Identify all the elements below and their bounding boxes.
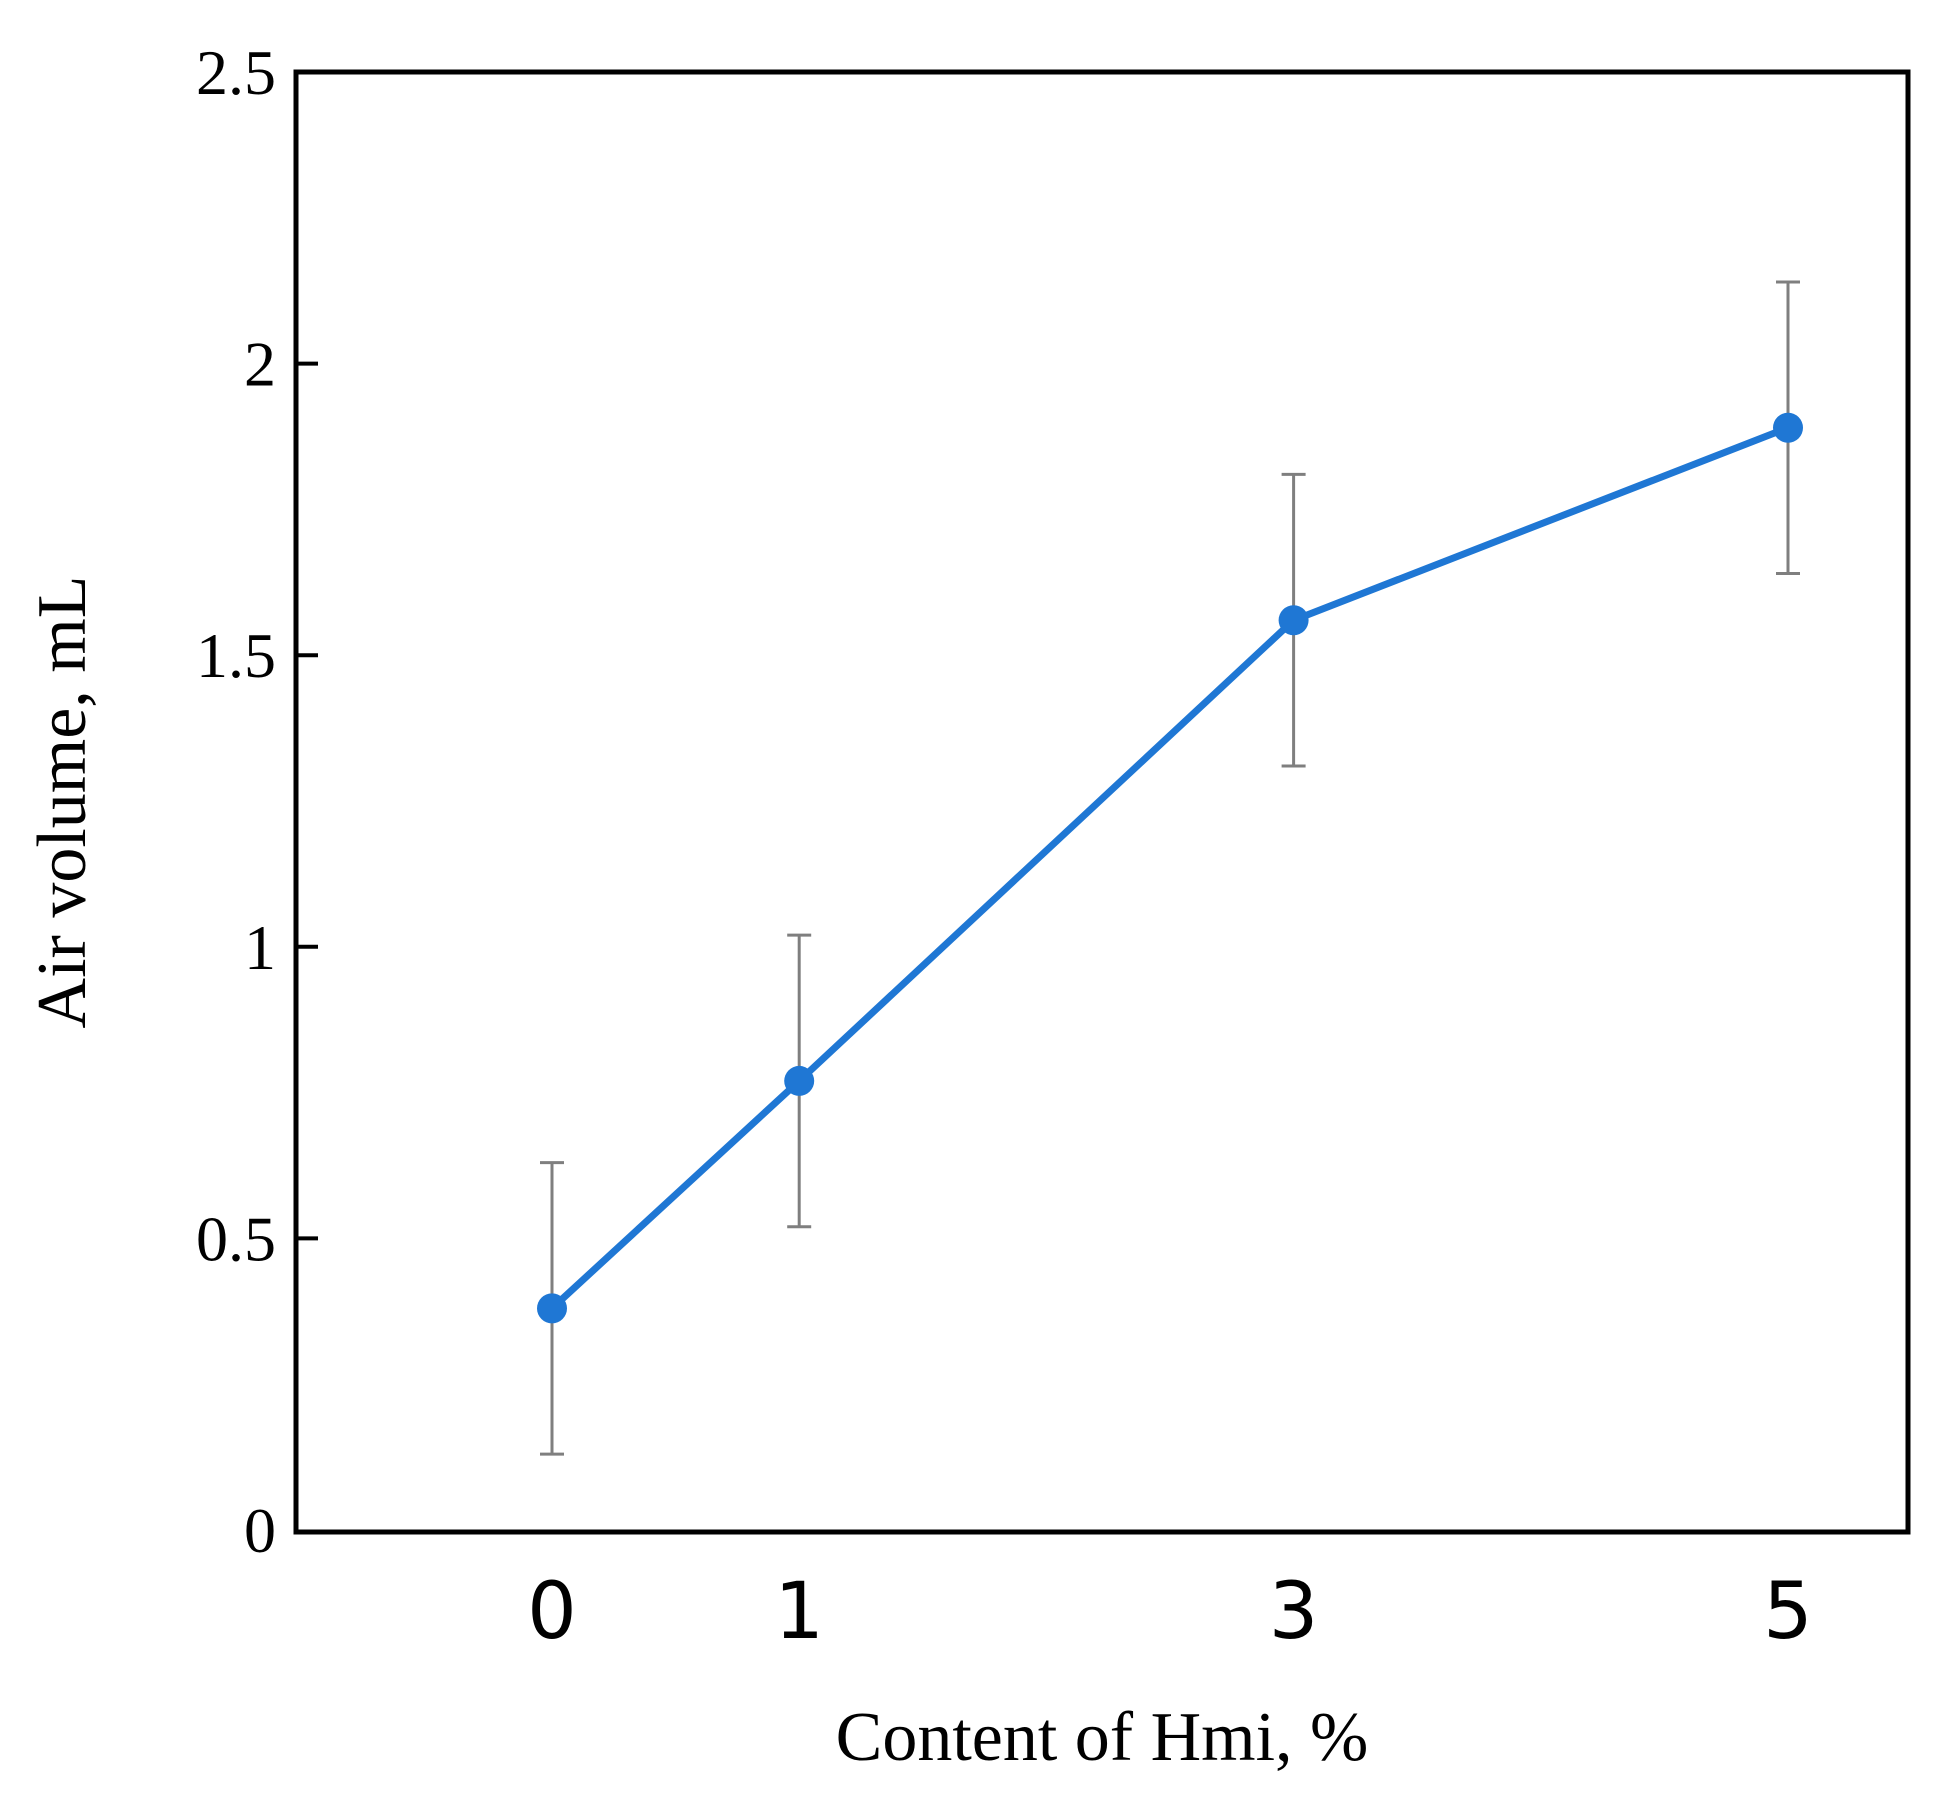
x-tick-label: 1: [774, 1567, 824, 1657]
y-tick-label: 2.5: [196, 37, 276, 108]
plot-frame: [293, 69, 1911, 1535]
data-point: [1773, 412, 1803, 443]
y-tick-label: 2: [244, 329, 276, 400]
x-axis-label: Content of Hmi, %: [836, 1699, 1369, 1776]
y-tick-label: 1.5: [196, 620, 276, 691]
data-point: [784, 1065, 815, 1096]
x-tick-label: 3: [1269, 1567, 1319, 1657]
error-bars: [540, 280, 1800, 1456]
x-tick-label: 0: [527, 1567, 577, 1657]
x-tick-label: 5: [1763, 1567, 1813, 1657]
y-axis-label: Air volume, mL: [24, 576, 101, 1029]
x-axis-ticks: 0 1 3 5: [527, 1567, 1813, 1657]
data-point: [537, 1293, 567, 1324]
y-tick-label: 0: [244, 1495, 276, 1566]
series-layer: [537, 412, 1803, 1324]
y-axis-ticks: 0 0.5 1 1.5 2 2.5: [196, 37, 318, 1566]
y-tick-label: 0.5: [196, 1203, 276, 1274]
data-point: [1278, 605, 1309, 636]
series-line: [548, 424, 1792, 1312]
y-tick-label: 1: [244, 912, 276, 983]
